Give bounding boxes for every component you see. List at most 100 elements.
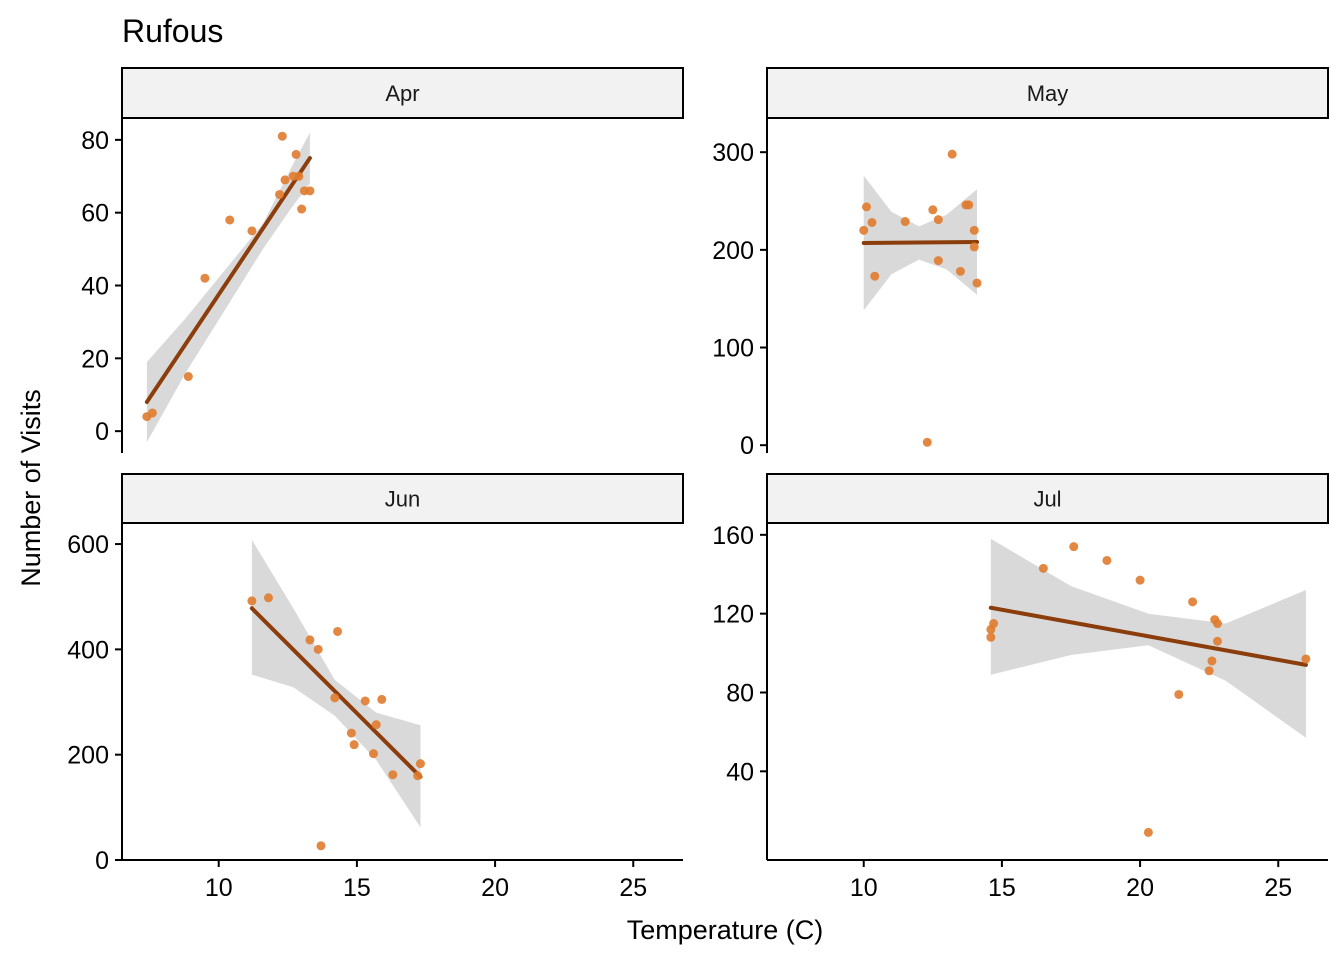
y-tick-label: 40 <box>81 273 109 301</box>
data-point <box>900 217 910 227</box>
data-point <box>933 215 943 225</box>
y-tick-label: 60 <box>81 200 109 228</box>
data-point <box>200 273 210 283</box>
data-point <box>1212 619 1222 629</box>
facet-label-apr: Apr <box>385 81 419 106</box>
y-tick-label: 300 <box>712 139 754 167</box>
data-point <box>368 749 378 759</box>
chart-title: Rufous <box>122 13 223 49</box>
y-tick-label: 100 <box>712 335 754 363</box>
data-point <box>933 256 943 266</box>
data-point <box>294 171 304 181</box>
data-point <box>413 771 423 781</box>
data-point <box>330 693 340 703</box>
data-point <box>861 202 871 212</box>
facet-strip-apr <box>121 67 684 119</box>
data-point <box>333 626 343 636</box>
data-point <box>859 225 869 235</box>
data-point <box>1204 666 1214 676</box>
y-tick-label: 200 <box>67 742 109 770</box>
data-point <box>247 226 257 236</box>
data-point <box>316 841 326 851</box>
facet-strip-jun <box>121 473 684 524</box>
y-tick-label: 400 <box>67 636 109 664</box>
data-point <box>928 205 938 215</box>
data-point <box>147 408 157 418</box>
data-point <box>1188 597 1198 607</box>
y-tick-label: 120 <box>712 601 754 629</box>
data-point <box>305 635 315 645</box>
data-point <box>349 740 359 750</box>
data-point <box>346 728 356 738</box>
y-tick-label: 80 <box>726 679 754 707</box>
data-point <box>277 131 287 141</box>
data-point <box>291 149 301 159</box>
facet-jul: Jul 40 80 120 160 10 15 20 25 <box>712 473 1329 902</box>
y-tick-label: 0 <box>95 418 109 446</box>
y-tick-label: 40 <box>726 758 754 786</box>
data-point <box>371 720 381 730</box>
facet-label-jun: Jun <box>385 487 420 512</box>
data-point <box>1038 563 1048 573</box>
data-point <box>922 437 932 447</box>
fit-line-jul <box>988 605 1308 667</box>
facet-strip-may <box>766 67 1329 119</box>
data-point <box>947 149 957 159</box>
y-tick-label: 200 <box>712 237 754 265</box>
facet-jun: Jun 0 200 400 600 10 15 20 25 <box>67 473 684 902</box>
data-point <box>280 175 290 185</box>
x-tick-label: 15 <box>988 874 1016 902</box>
data-point <box>1207 656 1217 666</box>
data-point <box>275 189 285 199</box>
x-tick-label: 20 <box>481 874 509 902</box>
data-point <box>870 271 880 281</box>
data-point <box>360 696 370 706</box>
y-tick-label: 160 <box>712 522 754 550</box>
fit-line-jun <box>249 606 423 779</box>
data-point <box>297 204 307 214</box>
facet-strip-jul <box>766 473 1329 524</box>
x-tick-label: 20 <box>1126 874 1154 902</box>
y-axis-title: Number of Visits <box>16 389 46 587</box>
data-point <box>972 278 982 288</box>
data-point <box>225 215 235 225</box>
fit-line-may <box>861 240 980 246</box>
y-tick-label: 0 <box>95 847 109 875</box>
data-point <box>305 186 315 196</box>
facet-apr: Apr 0 20 40 60 80 <box>81 67 684 453</box>
y-tick-label: 80 <box>81 127 109 155</box>
data-point <box>1174 689 1184 699</box>
y-tick-label: 0 <box>740 432 754 460</box>
data-point <box>183 372 193 382</box>
x-tick-label: 10 <box>850 874 878 902</box>
data-point <box>1069 542 1079 552</box>
y-tick-label: 600 <box>67 531 109 559</box>
data-point <box>263 593 273 603</box>
data-point <box>1135 575 1145 585</box>
facet-label-may: May <box>1027 81 1069 106</box>
data-point <box>964 200 974 210</box>
x-tick-label: 10 <box>205 874 233 902</box>
data-point <box>969 225 979 235</box>
data-point <box>415 759 425 769</box>
data-point <box>388 770 398 780</box>
data-point <box>247 596 257 606</box>
facet-label-jul: Jul <box>1033 487 1061 512</box>
y-tick-label: 20 <box>81 345 109 373</box>
x-tick-label: 25 <box>1264 874 1292 902</box>
confidence-ribbon-apr <box>146 132 310 443</box>
data-point <box>986 632 996 642</box>
data-point <box>1143 827 1153 837</box>
x-axis-title: Temperature (C) <box>627 915 824 945</box>
facet-panels: Apr 0 20 40 60 80 May 0 100 200 300 Jun 0 200 400 600 10… <box>67 67 1329 902</box>
data-point <box>377 694 387 704</box>
data-point <box>1102 555 1112 565</box>
data-point <box>955 266 965 276</box>
x-tick-label: 25 <box>619 874 647 902</box>
data-point <box>1212 636 1222 646</box>
data-point <box>989 619 999 629</box>
data-point <box>969 242 979 252</box>
x-tick-label: 15 <box>343 874 371 902</box>
data-point <box>867 218 877 228</box>
